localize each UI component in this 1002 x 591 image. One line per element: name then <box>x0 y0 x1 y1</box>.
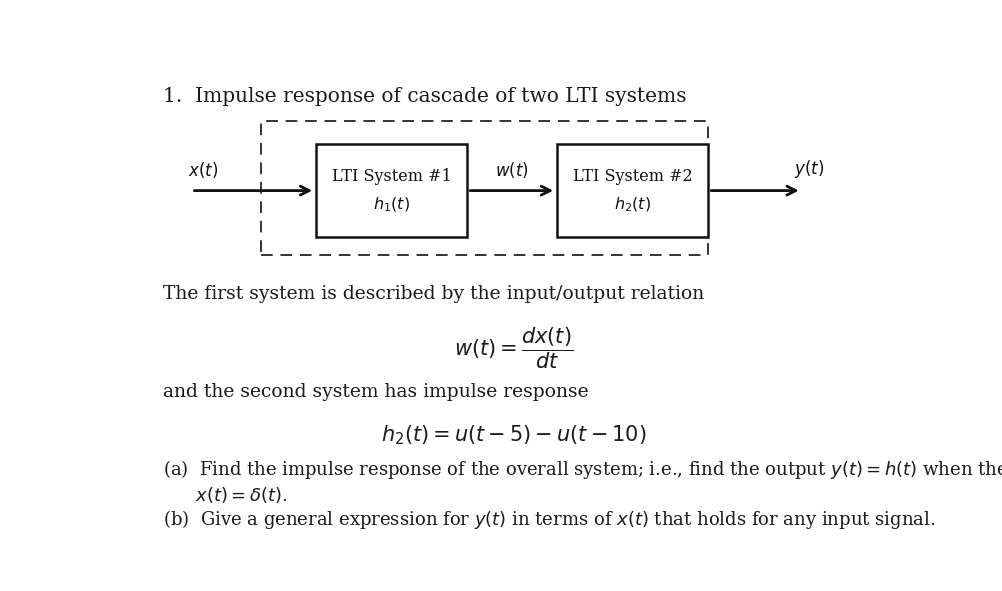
Text: The first system is described by the input/output relation: The first system is described by the inp… <box>162 285 703 303</box>
Text: $h_1(t)$: $h_1(t)$ <box>373 196 410 214</box>
Text: LTI System #1: LTI System #1 <box>332 168 451 185</box>
Text: $y(t)$: $y(t)$ <box>794 158 824 180</box>
Text: (a)  Find the impulse response of the overall system; i.e., find the output $y(t: (a) Find the impulse response of the ove… <box>162 457 1002 480</box>
Text: $x(t)$: $x(t)$ <box>187 160 218 180</box>
Text: LTI System #2: LTI System #2 <box>572 168 691 185</box>
Text: 1.  Impulse response of cascade of two LTI systems: 1. Impulse response of cascade of two LT… <box>162 87 685 106</box>
Text: $w(t)$: $w(t)$ <box>494 160 528 180</box>
Text: $x(t) = \delta(t)$.: $x(t) = \delta(t)$. <box>195 485 288 505</box>
Text: and the second system has impulse response: and the second system has impulse respon… <box>162 383 588 401</box>
Bar <box>316 144 467 237</box>
Text: $w(t) = \dfrac{dx(t)}{dt}$: $w(t) = \dfrac{dx(t)}{dt}$ <box>454 326 573 371</box>
Text: $h_2(t)$: $h_2(t)$ <box>613 196 650 214</box>
Text: (b)  Give a general expression for $y(t)$ in terms of $x(t)$ that holds for any : (b) Give a general expression for $y(t)$… <box>162 508 934 531</box>
Bar <box>262 121 707 255</box>
Bar <box>556 144 707 237</box>
Text: $h_2(t) = u(t-5) - u(t-10)$: $h_2(t) = u(t-5) - u(t-10)$ <box>381 423 646 447</box>
